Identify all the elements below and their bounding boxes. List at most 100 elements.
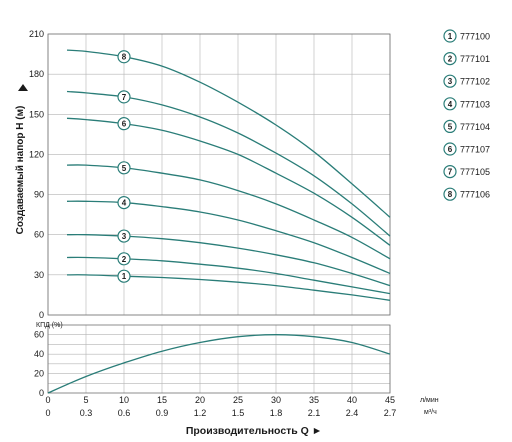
curve-marker-circle [117, 196, 131, 210]
x-tick-label-lpm: 45 [385, 395, 395, 405]
x-tick-label-m3h: 2.1 [308, 408, 321, 418]
curve-marker-label: 5 [122, 164, 127, 173]
legend-marker-circle [443, 51, 457, 66]
x-tick-label-lpm: 0 [45, 395, 50, 405]
head-curve-6 [66, 117, 391, 246]
y-axis-arrow-icon [18, 84, 28, 91]
head-curve-7 [66, 90, 391, 237]
legend-marker-circle [443, 97, 457, 111]
x-tick-label-m3h: 0 [45, 408, 50, 418]
x-tick-label-lpm: 30 [271, 395, 281, 405]
head-curve-2 [66, 256, 391, 295]
x-tick-label-m3h: 1.5 [232, 408, 245, 418]
curve-marker-label: 1 [122, 272, 127, 281]
head-y-axis-ticks: 0 30 60 90 120 150 180 210 [29, 29, 44, 320]
legend-marker-circle [443, 142, 457, 156]
head-curves [66, 49, 391, 301]
legend-marker-label: 2 [448, 55, 453, 64]
x-axis-unit-m3h: м³/ч [424, 409, 437, 416]
legend-marker-circle [443, 187, 457, 201]
head-curve-markers: 1 2 3 4 5 6 7 8 [117, 50, 131, 283]
efficiency-line [47, 334, 391, 394]
x-tick-label-lpm: 10 [119, 395, 129, 405]
head-y-tick-label: 0 [39, 310, 44, 320]
x-tick-label-m3h: 1.2 [194, 408, 207, 418]
legend: 1 777100 2 777101 3 777102 4 777103 5 777104 6 7771… [443, 29, 490, 201]
x-tick-label-m3h: 0.3 [80, 408, 93, 418]
head-curve-8 [66, 49, 391, 218]
head-y-tick-label: 60 [34, 230, 44, 240]
legend-marker-circle [443, 29, 457, 43]
head-y-tick-label: 180 [29, 69, 44, 79]
x-tick-label-m3h: 1.8 [270, 408, 283, 418]
curve-marker-circle [117, 90, 131, 104]
head-curve-3 [66, 233, 391, 287]
x-tick-label-lpm: 15 [157, 395, 167, 405]
legend-marker-label: 6 [448, 145, 453, 154]
curve-marker-label: 2 [122, 255, 127, 264]
efficiency-y-tick-label: 20 [34, 369, 44, 379]
head-chart-grid [47, 33, 391, 316]
legend-marker-circle [443, 74, 457, 88]
head-y-tick-label: 150 [29, 109, 44, 119]
x-tick-label-lpm: 5 [83, 395, 88, 405]
curve-marker-circle [117, 229, 131, 243]
curve-marker-label: 3 [122, 232, 127, 241]
efficiency-plot-frame [47, 324, 391, 394]
legend-item-label: 777100 [460, 32, 490, 42]
head-plot-frame [47, 33, 391, 316]
x-axis-ticks-m3h: 0 0.3 0.6 0.9 1.2 1.5 1.8 2.1 2.4 2.7 [45, 408, 396, 418]
efficiency-curve [47, 334, 391, 394]
legend-marker-label: 4 [448, 100, 453, 109]
legend-marker-circle [443, 119, 457, 134]
legend-marker-label: 1 [448, 32, 453, 41]
x-axis-unit-lpm: л/мин [420, 397, 439, 404]
curve-marker-circle [117, 161, 131, 175]
head-y-tick-label: 120 [29, 149, 44, 159]
x-axis-ticks-lpm: 0 5 10 15 20 25 30 35 40 45 [45, 395, 395, 405]
efficiency-y-axis-label: КПД (%) [36, 322, 63, 329]
curve-marker-label: 6 [122, 120, 127, 129]
legend-marker-label: 8 [448, 190, 453, 199]
x-tick-label-lpm: 20 [195, 395, 205, 405]
head-y-tick-label: 90 [34, 190, 44, 200]
legend-marker-label: 5 [448, 122, 453, 131]
curve-marker-label: 7 [122, 93, 127, 102]
x-tick-label-m3h: 2.7 [384, 408, 397, 418]
legend-item-label: 777102 [460, 77, 490, 87]
legend-item-label: 777103 [460, 99, 490, 109]
curve-marker-circle [117, 252, 131, 266]
curve-marker-label: 8 [122, 53, 127, 62]
efficiency-chart-grid [47, 324, 391, 394]
head-y-tick-label: 210 [29, 29, 44, 39]
x-tick-label-m3h: 0.9 [156, 408, 169, 418]
efficiency-y-axis-ticks: 0 20 40 60 [34, 330, 44, 398]
x-tick-label-m3h: 0.6 [118, 408, 131, 418]
x-tick-label-lpm: 40 [347, 395, 357, 405]
legend-item-label: 777107 [460, 145, 490, 155]
x-tick-label-lpm: 35 [309, 395, 319, 405]
head-curve-5 [66, 164, 391, 260]
curve-marker-label: 4 [122, 199, 127, 208]
curve-marker-circle [117, 117, 131, 131]
legend-marker-circle [443, 165, 457, 179]
legend-marker-label: 3 [448, 77, 453, 86]
head-curve-1 [66, 274, 391, 301]
curve-marker-circle [117, 269, 131, 283]
x-tick-label-lpm: 25 [233, 395, 243, 405]
legend-marker-label: 7 [448, 168, 453, 177]
efficiency-y-tick-label: 40 [34, 349, 44, 359]
x-tick-label-m3h: 2.4 [346, 408, 359, 418]
legend-item-label: 777101 [460, 54, 490, 64]
head-y-tick-label: 30 [34, 270, 44, 280]
head-y-axis-label: Создаваемый напор H (м) [15, 106, 26, 235]
x-axis-label: Производительность Q ► [186, 425, 322, 437]
efficiency-y-tick-label: 60 [34, 330, 44, 340]
legend-item-label: 777106 [460, 190, 490, 200]
curve-marker-circle [117, 50, 131, 64]
efficiency-y-tick-label: 0 [39, 388, 44, 398]
legend-item-label: 777104 [460, 122, 490, 132]
head-curve-4 [66, 200, 391, 275]
legend-item-label: 777105 [460, 167, 490, 177]
